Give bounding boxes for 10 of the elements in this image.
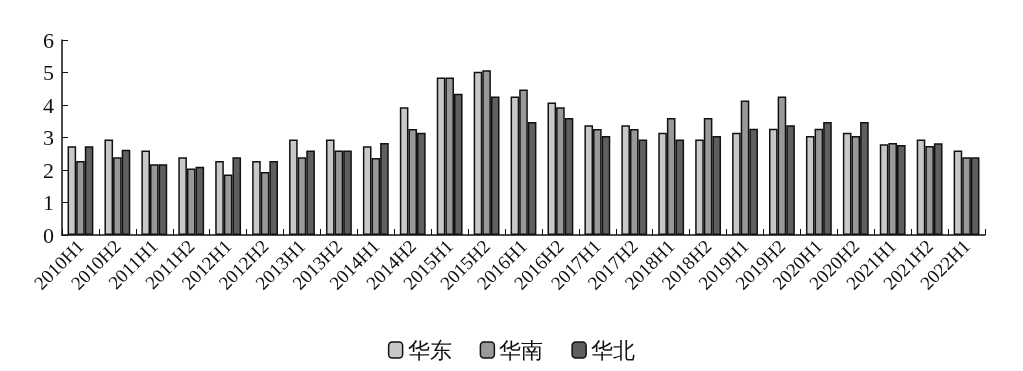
legend-label: 华南 xyxy=(499,337,544,363)
legend-label: 华北 xyxy=(591,337,636,363)
y-tick-label: 5 xyxy=(43,60,54,85)
y-tick-label: 0 xyxy=(43,222,54,248)
y-tick-label: 1 xyxy=(43,190,54,215)
y-tick-label: 3 xyxy=(43,125,54,150)
y-tick-label: 4 xyxy=(43,92,54,118)
legend-label: 华东 xyxy=(407,337,452,363)
y-tick-label: 6 xyxy=(43,27,54,53)
y-tick-label: 2 xyxy=(43,157,54,183)
